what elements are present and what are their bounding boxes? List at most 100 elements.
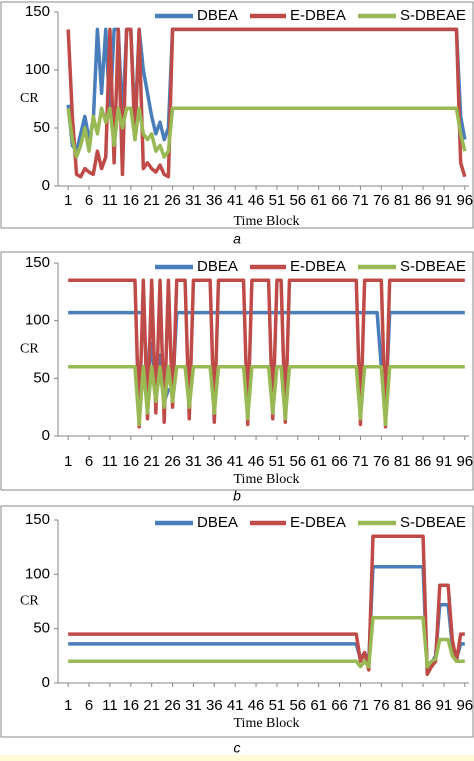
x-tick-label: 86	[415, 192, 432, 209]
x-tick-label: 41	[227, 453, 244, 470]
x-tick-label: 81	[394, 192, 411, 209]
x-tick-label: 46	[248, 453, 265, 470]
x-tick-label: 41	[227, 697, 244, 714]
y-tick-label: 100	[25, 312, 50, 329]
x-tick-label: 66	[331, 697, 348, 714]
y-axis-label: CR	[20, 342, 39, 357]
x-tick-label: 1	[64, 453, 72, 470]
y-axis-label: CR	[20, 594, 39, 609]
x-tick-label: 61	[310, 453, 327, 470]
series-line	[66, 27, 467, 179]
x-tick-label: 71	[352, 192, 369, 209]
x-tick-label: 6	[85, 192, 93, 209]
series-line	[68, 564, 465, 672]
legend-label: DBEA	[197, 7, 238, 24]
series-line	[68, 616, 465, 669]
y-tick-label: 150	[25, 511, 50, 528]
x-tick-label: 46	[248, 192, 265, 209]
y-tick-label: 150	[25, 3, 50, 20]
caption: c	[234, 740, 241, 756]
panel-border	[0, 1, 474, 229]
x-tick-label: 31	[185, 192, 202, 209]
x-tick-label: 86	[415, 697, 432, 714]
legend-label: E-DBEA	[290, 514, 346, 531]
x-tick-label: 61	[310, 697, 327, 714]
y-tick-label: 0	[42, 177, 50, 194]
x-tick-label: 1	[64, 192, 72, 209]
legend-label: DBEA	[197, 514, 238, 531]
x-tick-label: 36	[206, 697, 223, 714]
x-tick-label: 81	[394, 697, 411, 714]
series-line	[68, 365, 465, 427]
x-tick-label: 91	[436, 453, 453, 470]
x-tick-label: 16	[122, 697, 139, 714]
x-tick-label: 61	[310, 192, 327, 209]
y-tick-label: 150	[25, 254, 50, 271]
x-tick-label: 96	[456, 453, 473, 470]
legend-label: DBEA	[197, 258, 238, 275]
x-tick-label: 6	[85, 697, 93, 714]
y-tick-label: 100	[25, 61, 50, 78]
x-tick-label: 41	[227, 192, 244, 209]
x-tick-label: 26	[164, 697, 181, 714]
legend-label: E-DBEA	[290, 7, 346, 24]
x-tick-label: 91	[436, 192, 453, 209]
x-tick-label: 11	[102, 453, 118, 470]
x-tick-label: 26	[164, 453, 181, 470]
x-tick-label: 21	[143, 192, 160, 209]
x-tick-label: 56	[289, 453, 306, 470]
y-tick-label: 100	[25, 565, 50, 582]
x-tick-label: 21	[143, 697, 160, 714]
legend-label: S-DBEAE	[400, 514, 466, 531]
y-tick-label: 0	[42, 427, 50, 444]
x-tick-label: 91	[436, 697, 453, 714]
x-tick-label: 1	[64, 697, 72, 714]
x-tick-label: 16	[122, 192, 139, 209]
y-axis-label: CR	[20, 91, 39, 106]
series-line	[68, 278, 465, 429]
x-tick-label: 26	[164, 192, 181, 209]
x-tick-label: 11	[102, 697, 118, 714]
x-tick-label: 96	[456, 192, 473, 209]
x-tick-label: 66	[331, 192, 348, 209]
x-tick-label: 36	[206, 453, 223, 470]
x-tick-label: 36	[206, 192, 223, 209]
x-tick-label: 81	[394, 453, 411, 470]
x-axis-label: Time Block	[234, 472, 300, 487]
panel-border	[0, 251, 474, 491]
panel-border	[0, 505, 474, 738]
series-line	[68, 534, 465, 677]
x-tick-label: 96	[456, 697, 473, 714]
x-tick-label: 11	[102, 192, 118, 209]
y-tick-label: 50	[33, 119, 50, 136]
x-axis-label: Time Block	[234, 214, 300, 229]
x-tick-label: 86	[415, 453, 432, 470]
x-tick-label: 21	[143, 453, 160, 470]
x-tick-label: 16	[122, 453, 139, 470]
x-tick-label: 31	[185, 453, 202, 470]
x-tick-label: 6	[85, 453, 93, 470]
x-tick-label: 66	[331, 453, 348, 470]
x-tick-label: 76	[373, 192, 390, 209]
x-tick-label: 56	[289, 192, 306, 209]
x-tick-label: 71	[352, 453, 369, 470]
legend-label: S-DBEAE	[400, 258, 466, 275]
x-tick-label: 51	[269, 192, 286, 209]
caption: a	[233, 231, 241, 247]
x-tick-label: 71	[352, 697, 369, 714]
x-tick-label: 56	[289, 697, 306, 714]
x-tick-label: 31	[185, 697, 202, 714]
x-axis-label: Time Block	[234, 716, 300, 731]
legend-label: E-DBEA	[290, 258, 346, 275]
y-tick-label: 0	[42, 674, 50, 691]
caption: b	[233, 488, 241, 504]
bottom-strip	[0, 755, 474, 761]
x-tick-label: 51	[269, 453, 286, 470]
y-tick-label: 50	[33, 620, 50, 637]
x-tick-label: 76	[373, 453, 390, 470]
y-tick-label: 50	[33, 369, 50, 386]
x-tick-label: 76	[373, 697, 390, 714]
series-line	[68, 310, 465, 415]
legend-label: S-DBEAE	[400, 7, 466, 24]
